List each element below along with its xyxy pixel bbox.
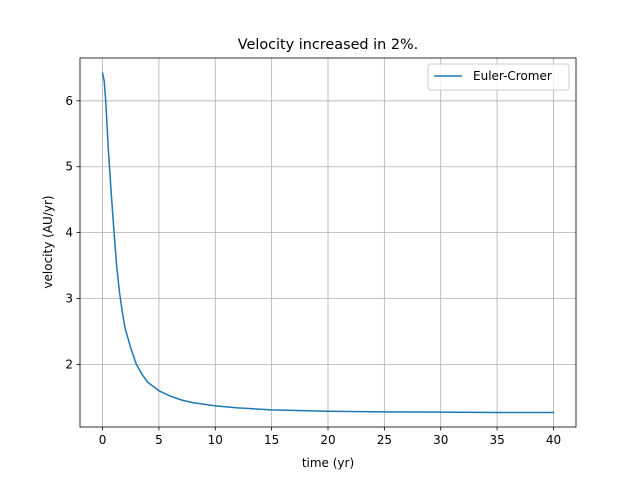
legend-box	[427, 63, 570, 91]
y-axis-label: velocity (AU/yr)	[41, 195, 55, 288]
x-tick-label: 20	[320, 433, 335, 447]
y-tick-label: 5	[65, 160, 73, 174]
chart-title: Velocity increased in 2%.	[238, 37, 419, 53]
y-tick-label: 3	[65, 292, 73, 306]
y-tick-label: 6	[65, 94, 73, 108]
y-tick-label: 2	[65, 357, 73, 371]
x-tick-label: 35	[489, 433, 504, 447]
x-tick-label: 10	[208, 433, 223, 447]
y-axis-ticks: 2 3 4 5 6	[65, 94, 80, 371]
series-layer	[101, 72, 555, 414]
x-tick-label: 0	[99, 433, 107, 447]
x-axis-label: time (yr)	[302, 456, 354, 470]
legend-label: Euler-Cromer	[473, 69, 552, 83]
x-tick-label: 15	[264, 433, 279, 447]
x-tick-label: 5	[155, 433, 163, 447]
legend: Euler-Cromer	[427, 63, 570, 91]
x-tick-label: 40	[546, 433, 561, 447]
y-tick-label: 4	[65, 226, 73, 240]
grid	[80, 58, 576, 427]
series-line	[101, 72, 555, 414]
x-tick-label: 25	[377, 433, 392, 447]
x-axis-ticks: 0 5 10 15 20 25 30 35 40	[99, 427, 561, 447]
x-tick-label: 30	[433, 433, 448, 447]
